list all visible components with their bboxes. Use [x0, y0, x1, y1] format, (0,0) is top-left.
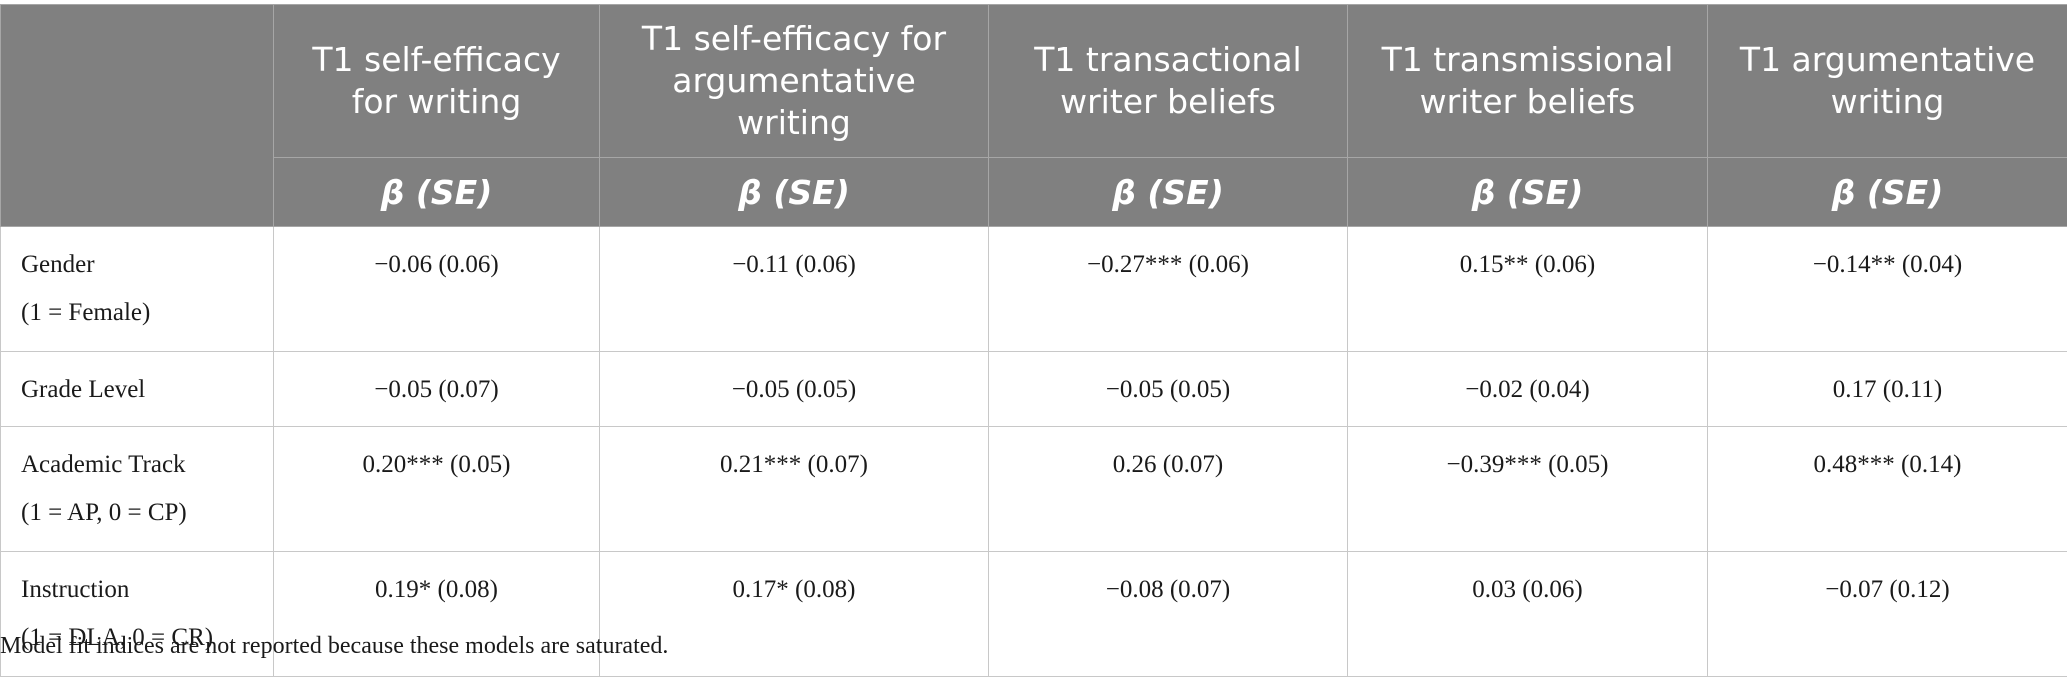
table-cell: −0.08 (0.07) [989, 552, 1348, 677]
results-table: T1 self-efficacy for writing T1 self-eff… [0, 4, 2067, 677]
table-cell: −0.14** (0.04) [1708, 227, 2067, 352]
table-cell: −0.05 (0.05) [989, 352, 1348, 427]
header-row: T1 self-efficacy for writing T1 self-eff… [1, 5, 2067, 158]
table-cell: −0.27*** (0.06) [989, 227, 1348, 352]
row-label: Academic Track (1 = AP, 0 = CP) [1, 427, 274, 552]
row-label-text: Grade Level [21, 366, 273, 414]
table-cell: −0.39*** (0.05) [1348, 427, 1708, 552]
table-cell: 0.48*** (0.14) [1708, 427, 2067, 552]
beta-se-label: β (SE) [1348, 158, 1708, 227]
table-cell: 0.20*** (0.05) [274, 427, 600, 552]
beta-se-label: β (SE) [274, 158, 600, 227]
table-footnote: Model fit indices are not reported becau… [0, 633, 668, 660]
row-label-text: Academic Track [21, 441, 273, 489]
table-cell: −0.11 (0.06) [600, 227, 989, 352]
table-cell: −0.07 (0.12) [1708, 552, 2067, 677]
row-label-coding: (1 = AP, 0 = CP) [21, 489, 273, 537]
beta-se-label: β (SE) [989, 158, 1348, 227]
row-label-coding: (1 = Female) [21, 289, 273, 337]
col-header-transmissional-beliefs: T1 transmissional writer beliefs [1348, 5, 1708, 158]
col-header-self-efficacy-writing: T1 self-efficacy for writing [274, 5, 600, 158]
row-label-text: Gender [21, 241, 273, 289]
row-label: Gender (1 = Female) [1, 227, 274, 352]
table-cell: 0.17 (0.11) [1708, 352, 2067, 427]
col-header-argumentative-writing: T1 argumentative writing [1708, 5, 2067, 158]
beta-se-label: β (SE) [1708, 158, 2067, 227]
table-cell: 0.15** (0.06) [1348, 227, 1708, 352]
table-cell: 0.03 (0.06) [1348, 552, 1708, 677]
table-row-gender: Gender (1 = Female) −0.06 (0.06) −0.11 (… [1, 227, 2067, 352]
beta-se-label: β (SE) [600, 158, 989, 227]
row-label-text: Instruction [21, 566, 273, 614]
corner-cell [1, 5, 274, 227]
table-row-grade-level: Grade Level −0.05 (0.07) −0.05 (0.05) −0… [1, 352, 2067, 427]
col-header-self-efficacy-argumentative: T1 self-efficacy for argumentative writi… [600, 5, 989, 158]
table-cell: 0.26 (0.07) [989, 427, 1348, 552]
col-header-transactional-beliefs: T1 transactional writer beliefs [989, 5, 1348, 158]
table-row-academic-track: Academic Track (1 = AP, 0 = CP) 0.20*** … [1, 427, 2067, 552]
subheader-row: β (SE) β (SE) β (SE) β (SE) β (SE) [1, 158, 2067, 227]
table-cell: 0.21*** (0.07) [600, 427, 989, 552]
table-cell: −0.06 (0.06) [274, 227, 600, 352]
table-cell: −0.05 (0.07) [274, 352, 600, 427]
table-cell: −0.05 (0.05) [600, 352, 989, 427]
table-cell: −0.02 (0.04) [1348, 352, 1708, 427]
row-label: Grade Level [1, 352, 274, 427]
